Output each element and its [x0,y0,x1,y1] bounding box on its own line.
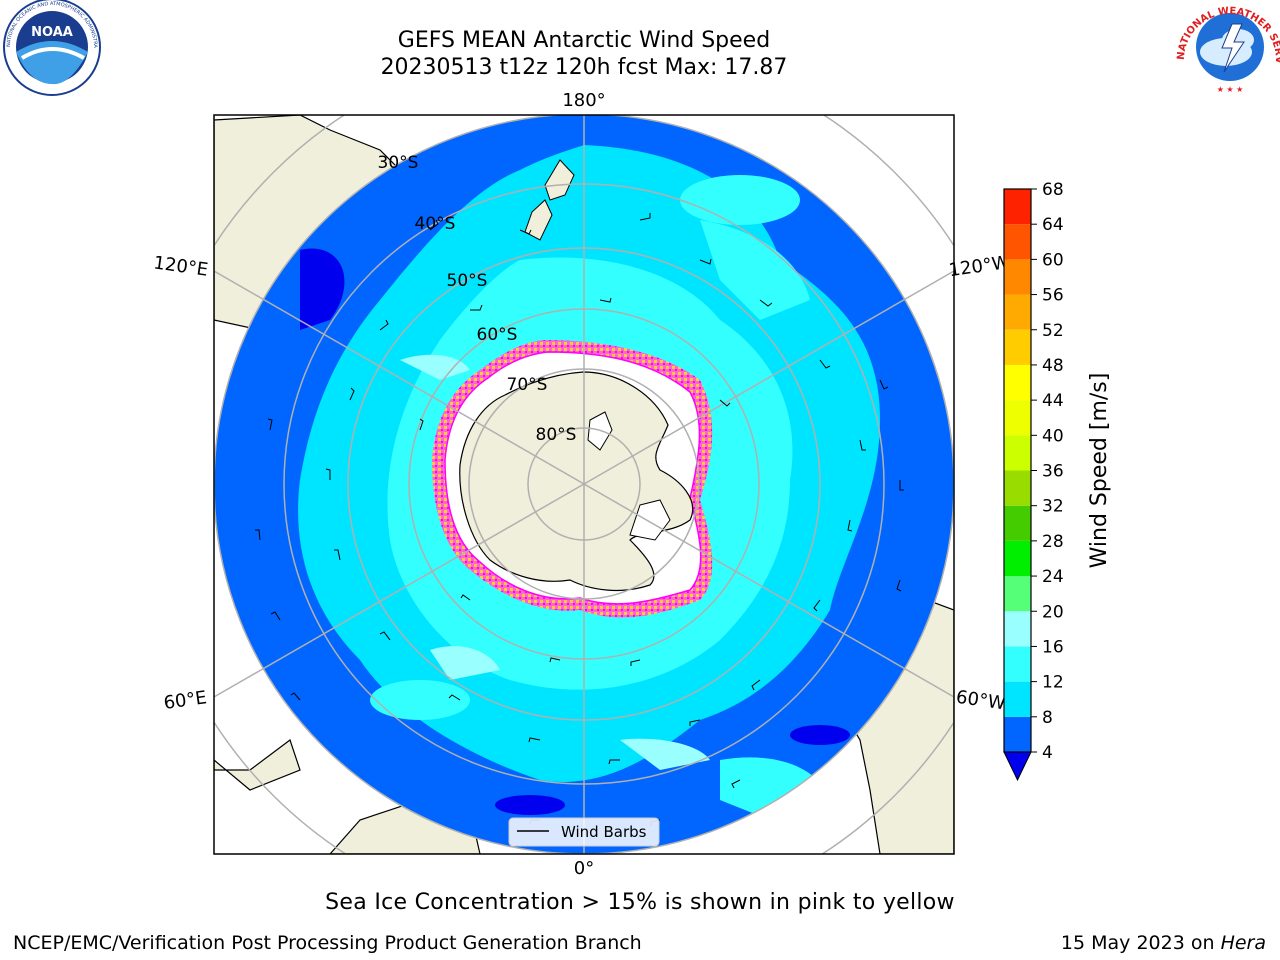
lon-label-60w: 60°W [955,687,1007,715]
colorbar-tick-label: 36 [1042,462,1064,482]
colorbar-tick-label: 4 [1042,743,1053,763]
colorbar-extend-arrow [1003,751,1032,782]
noaa-logo-text: NOAA [31,25,73,40]
colorbar-segment [1004,224,1031,260]
graticule [214,115,954,854]
colorbar-segment [1004,329,1031,365]
colorbar-tick-label: 16 [1042,637,1064,657]
colorbar-tick-label: 44 [1042,391,1064,411]
svg-text:★ ★ ★: ★ ★ ★ [1217,85,1244,94]
colorbar-segment [1004,611,1031,647]
caption: Sea Ice Concentration > 15% is shown in … [325,890,955,915]
colorbar-tick-label: 28 [1042,532,1064,552]
wind-barbs-legend: Wind Barbs [508,817,660,847]
lon-label-180: 180° [562,90,605,111]
new-zealand-north [544,159,575,201]
lon-label-120e: 120°E [152,252,209,280]
date-line: 15 May 2023 on Hera [1061,932,1266,954]
colorbar-tick-label: 20 [1042,602,1064,622]
colorbar-tick-label: 52 [1042,321,1064,341]
new-zealand-south [524,199,553,241]
legend-label: Wind Barbs [561,823,647,841]
colorbar-tick-label: 32 [1042,497,1064,517]
colorbar-segment [1004,540,1031,577]
colorbar-segment [1004,716,1031,752]
colorbar-segment [1004,470,1031,506]
colorbar-tick-label: 12 [1042,673,1064,693]
colorbar-tick-label: 56 [1042,286,1064,306]
colorbar-label: Wind Speed [m/s] [1087,373,1112,569]
colorbar-segment [1004,646,1031,682]
madagascar-land [214,739,301,791]
colorbar-tick-label: 64 [1042,215,1064,235]
lat-label-30s: 30°S [378,153,419,173]
lat-label-70s: 70°S [507,375,548,395]
colorbar-segment [1004,435,1031,471]
colorbar-segment [1004,259,1031,295]
lat-label-80s: 80°S [536,425,577,445]
colorbar-segment [1004,294,1031,330]
svg-text:NATIONAL WEATHER SERVICE: NATIONAL WEATHER SERVICE [0,0,1280,64]
colorbar-tick-label: 8 [1042,708,1053,728]
colorbar-tick-label: 40 [1042,426,1064,446]
colorbar-tick-label: 24 [1042,567,1064,587]
map-subtitle: 20230513 t12z 120h fcst Max: 17.87 [380,55,788,80]
lon-label-60e: 60°E [162,687,208,714]
map-title: GEFS MEAN Antarctic Wind Speed [397,28,771,53]
noaa-logo: NOAA NATIONAL OCEANIC AND ATMOSPHERIC AD… [0,0,101,96]
colorbar-tick-label: 68 [1042,180,1064,200]
lat-label-40s: 40°S [415,214,456,234]
credit-line: NCEP/EMC/Verification Post Processing Pr… [13,932,642,954]
nws-logo: NATIONAL WEATHER SERVICE ★ ★ ★ [0,0,1280,95]
lon-label-120w: 120°W [947,252,1011,281]
colorbar-tick-label: 60 [1042,250,1064,270]
wind-barbs [255,213,904,826]
lon-label-0: 0° [574,858,594,879]
colorbar-segment [1004,400,1031,436]
colorbar-segment [1004,576,1031,612]
colorbar-segment [1004,364,1031,401]
colorbar-tick-label: 48 [1042,356,1064,376]
colorbar-segment [1004,505,1031,541]
map-frame [213,114,955,855]
lat-label-60s: 60°S [477,325,518,345]
colorbar-segment [1004,189,1031,225]
colorbar-segment [1004,681,1031,717]
date-text: 15 May 2023 on [1060,932,1221,954]
host-name: Hera [1220,932,1266,954]
lat-label-50s: 50°S [447,271,488,291]
